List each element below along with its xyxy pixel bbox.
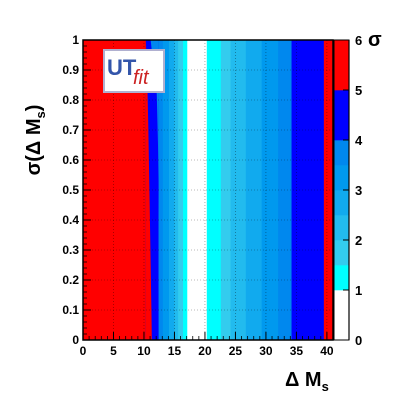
colorbar-level-8 (334, 40, 349, 91)
y-axis: 0 0.1 0.2 0.3 0.4 0.5 0.6 0.7 0.8 0.9 1 (62, 33, 91, 347)
colorbar-level-2 (334, 240, 349, 266)
y-tick-label-7: 0.7 (62, 123, 79, 137)
y-tick-label-2: 0.2 (62, 273, 79, 287)
utfit-logo: UT fit (103, 49, 165, 93)
x-tick-label-1: 5 (110, 344, 117, 358)
colorbar-tick-label-2: 2 (355, 233, 362, 248)
heatmap-band-18 (323, 40, 334, 340)
heatmap-band-11 (220, 40, 232, 340)
y-axis-title-sub: s (33, 111, 48, 118)
colorbar-level-3 (334, 215, 349, 241)
heatmap-band-17 (314, 40, 325, 340)
colorbar-title: σ (368, 29, 382, 51)
heatmap-band-16 (291, 40, 316, 340)
grid-lines (83, 40, 333, 340)
heatmap-band-14 (261, 40, 279, 340)
y-tick-label-1: 0.1 (62, 303, 79, 317)
colorbar-tick-label-3: 3 (355, 183, 362, 198)
y-tick-label-6: 0.6 (62, 153, 79, 167)
heatmap-band-3 (158, 40, 164, 340)
heatmap-band-12 (230, 40, 247, 340)
colorbar: 0 1 2 3 4 5 6 (333, 33, 363, 348)
colorbar-tick-label-0: 0 (355, 333, 362, 348)
heatmap-band-15 (278, 40, 293, 340)
colorbar-tick-label-4: 4 (355, 133, 363, 148)
logo-text-italic: fit (133, 67, 150, 89)
x-axis-title-sub: s (322, 379, 329, 394)
heatmap-band-4 (162, 40, 170, 340)
y-tick-label-3: 0.3 (62, 243, 79, 257)
colorbar-level-6 (334, 140, 349, 166)
y-tick-label-10: 1 (72, 33, 79, 47)
y-axis-title-main: σ(Δ M (23, 118, 45, 175)
x-tick-label-8: 40 (320, 344, 334, 358)
x-tick-label-5: 25 (229, 344, 243, 358)
heatmap-band-13 (245, 40, 263, 340)
x-axis-title-main: Δ M (285, 369, 322, 391)
colorbar-tick-label-1: 1 (355, 283, 362, 298)
colorbar-level-4 (334, 190, 349, 216)
x-tick-label-6: 30 (259, 344, 273, 358)
heatmap-band-7 (178, 40, 184, 340)
x-axis: 0 5 10 15 20 25 30 35 40 (80, 332, 334, 358)
x-tick-label-3: 15 (168, 344, 182, 358)
heatmap-band-5 (168, 40, 175, 340)
y-tick-label-5: 0.5 (62, 183, 79, 197)
y-tick-label-4: 0.4 (62, 213, 79, 227)
colorbar-tick-label-5: 5 (355, 83, 362, 98)
y-tick-label-0: 0 (72, 333, 79, 347)
colorbar-level-5 (334, 165, 349, 191)
heatmap-band-edge-1 (145, 40, 152, 340)
y-tick-label-9: 0.9 (62, 63, 79, 77)
logo-text-main: UT (107, 55, 137, 80)
x-tick-label-2: 10 (137, 344, 151, 358)
colorbar-level-1 (334, 265, 349, 291)
x-tick-label-7: 35 (290, 344, 304, 358)
x-axis-title: Δ Ms (285, 369, 329, 394)
heatmap-band-10 (206, 40, 222, 340)
colorbar-level-0 (334, 290, 349, 341)
colorbar-tick-label-6: 6 (355, 33, 362, 48)
x-tick-label-0: 0 (80, 344, 87, 358)
y-axis-title-close: ) (23, 105, 45, 112)
y-axis-title: σ(Δ Ms) (23, 105, 48, 176)
x-tick-label-4: 20 (198, 344, 212, 358)
y-tick-label-8: 0.8 (62, 93, 79, 107)
colorbar-level-7 (334, 90, 349, 141)
